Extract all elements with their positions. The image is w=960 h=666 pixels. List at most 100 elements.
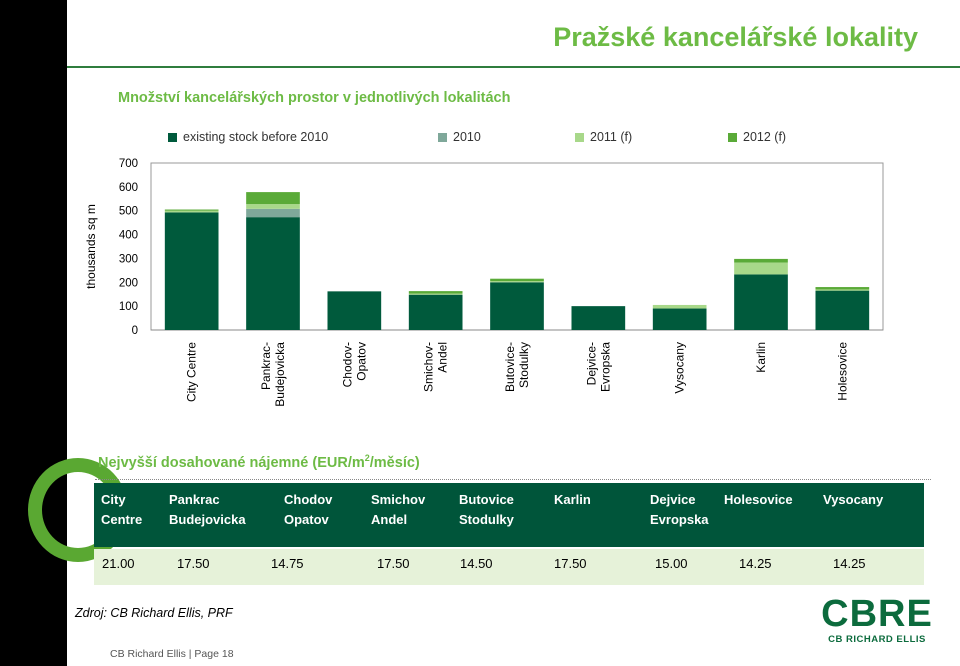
y-axis-label: thousands sq m <box>84 204 98 289</box>
y-tick-label: 300 <box>119 253 138 265</box>
rent-header-line: City <box>101 492 126 507</box>
bar-segment <box>408 291 463 294</box>
legend-swatch-existing <box>168 132 177 142</box>
x-tick-label: Pankrac-Budejovicka <box>259 342 287 407</box>
logo-subtitle: CB RICHARD ELLIS <box>828 634 926 645</box>
rent-header-line: Stodulky <box>459 512 514 527</box>
legend-swatch-2010 <box>438 132 447 142</box>
bar-segment <box>164 210 219 213</box>
y-tick-label: 500 <box>119 206 138 218</box>
rent-header-cell: Smichov Andel <box>371 490 425 530</box>
logo-wordmark: CBRE <box>821 593 933 635</box>
rent-value-cell: 14.75 <box>271 556 304 571</box>
x-tick-label-line: Smichov- <box>422 342 436 392</box>
rent-header-line: Chodov <box>284 492 333 507</box>
legend-label-2010: 2010 <box>453 130 481 144</box>
x-tick-label-line: Vysocany <box>673 342 687 394</box>
rent-value-cell: 21.00 <box>102 556 135 571</box>
x-tick-label: Dejvice-Evropska <box>584 342 612 392</box>
legend-item-2012: 2012 (f) <box>728 130 786 144</box>
rent-header-cell: Holesovice <box>724 490 793 510</box>
bar-segment <box>164 212 219 330</box>
rent-header-line: Evropska <box>650 512 709 527</box>
rent-title-sup: 2 <box>364 453 370 463</box>
rent-header-cell: City Centre <box>101 490 142 530</box>
bar-segment <box>571 306 626 330</box>
rent-table-title: Nejvyšší dosahované nájemné (EUR/m2/měsí… <box>98 453 420 471</box>
x-tick-label-line: Holesovice <box>835 342 849 401</box>
x-tick-label: Smichov-Andel <box>422 342 450 392</box>
bar-segment <box>327 291 382 330</box>
rent-header-line: Pankrac <box>169 492 220 507</box>
rent-value-cell: 14.25 <box>739 556 772 571</box>
x-tick-label: City Centre <box>185 342 199 402</box>
legend-item-2010: 2010 <box>438 130 481 144</box>
rent-header-cell: Butovice Stodulky <box>459 490 514 530</box>
legend-label-2011: 2011 (f) <box>590 130 633 144</box>
dotted-divider <box>95 479 931 480</box>
bar-segment <box>490 282 544 330</box>
header-divider <box>67 66 960 68</box>
rent-value-cell: 17.50 <box>554 556 587 571</box>
x-tick-label-line: Chodov- <box>340 342 354 387</box>
bar-segment <box>652 304 707 309</box>
bar-segment <box>734 262 788 275</box>
rent-title-main: Nejvyšší dosahované nájemné (EUR/m <box>98 454 365 471</box>
rent-value-cell: 15.00 <box>655 556 688 571</box>
bar-segment <box>164 209 219 211</box>
rent-header-line: Vysocany <box>823 492 884 507</box>
legend-label-2012: 2012 (f) <box>743 130 787 144</box>
x-tick-label-line: Budejovicka <box>273 342 287 407</box>
x-tick-label: Butovice-Stodulky <box>503 342 531 392</box>
rent-header-line: Andel <box>371 512 408 527</box>
source-note: Zdroj: CB Richard Ellis, PRF <box>75 606 233 620</box>
page-footer: CB Richard Ellis | Page 18 <box>110 648 234 660</box>
bar-segment <box>734 274 788 330</box>
legend-item-2011: 2011 (f) <box>575 130 632 144</box>
bar-segment <box>408 294 463 330</box>
rent-table-header <box>94 483 924 547</box>
rent-table-values-row <box>94 549 924 585</box>
bar-segment <box>734 258 788 263</box>
bar-segment <box>652 308 707 330</box>
rent-header-line: Karlin <box>554 492 591 507</box>
y-tick-label: 700 <box>119 158 138 170</box>
rent-value-cell: 14.50 <box>460 556 493 571</box>
x-tick-label-line: Stodulky <box>517 342 531 388</box>
rent-header-line: Smichov <box>371 492 426 507</box>
bar-segment <box>246 217 300 330</box>
x-tick-label-line: Karlin <box>754 342 768 373</box>
y-tick-label: 100 <box>119 301 138 313</box>
x-tick-label: Vysocany <box>673 342 687 394</box>
x-tick-label-line: Dejvice- <box>584 342 598 385</box>
x-tick-label: Karlin <box>754 342 768 373</box>
rent-header-line: Butovice <box>459 492 514 507</box>
stacked-bar-chart: thousands sq m 0 100 200 300 400 500 600 700 City… <box>84 158 884 407</box>
x-tick-label-line: Butovice- <box>503 342 517 392</box>
y-tick-label: 0 <box>132 325 138 337</box>
y-tick-label: 400 <box>119 230 138 242</box>
rent-header-cell: Chodov Opatov <box>284 490 332 530</box>
bar-segment <box>408 293 463 295</box>
rent-header-cell: Karlin <box>554 490 591 510</box>
y-tick-label: 600 <box>119 182 138 194</box>
rent-value-cell: 17.50 <box>177 556 210 571</box>
bar-segment <box>246 204 300 209</box>
legend-item-existing: existing stock before 2010 <box>168 130 328 144</box>
bar-segment <box>490 281 544 283</box>
chart-subtitle: Množství kancelářských prostor v jednotl… <box>118 90 511 106</box>
rent-value-cell: 17.50 <box>377 556 410 571</box>
rent-value-cell: 14.25 <box>833 556 866 571</box>
rent-header-line: Dejvice <box>650 492 696 507</box>
bar-segment <box>246 192 300 205</box>
rent-header-cell: Vysocany <box>823 490 883 510</box>
x-tick-label-line: Opatov <box>354 342 368 381</box>
bar-segment <box>815 287 870 290</box>
x-tick-label-line: Pankrac- <box>259 342 273 390</box>
rent-header-line: Centre <box>101 512 143 527</box>
x-tick-label-line: Evropska <box>598 342 612 392</box>
bar-segment <box>490 278 544 282</box>
legend-label-existing: existing stock before 2010 <box>183 130 329 144</box>
cbre-logo: CBRE CB RICHARD ELLIS <box>818 594 936 645</box>
bar-segment <box>815 289 870 291</box>
